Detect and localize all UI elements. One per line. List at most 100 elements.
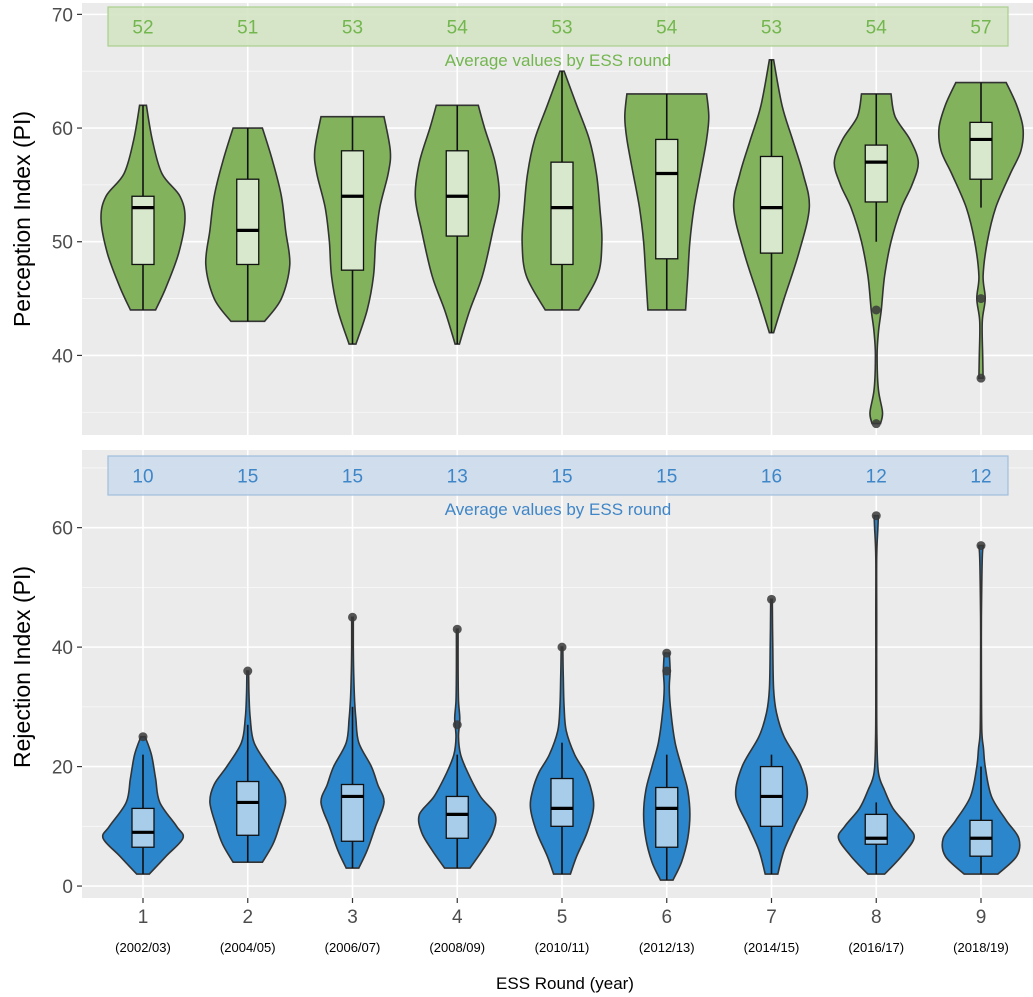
violin-group-round-8 (833, 93, 920, 429)
violin-group-round-5 (529, 642, 595, 875)
iqr-box (445, 150, 469, 237)
average-value-label: 12 (970, 467, 991, 488)
x-tick-year-label: (2016/17) (848, 940, 904, 955)
average-value-label: 53 (551, 18, 572, 39)
x-axis-title: ESS Round (year) (496, 974, 634, 993)
average-value-label: 13 (447, 467, 468, 488)
x-tick-label: 1 (138, 907, 149, 928)
average-value-label: 51 (237, 18, 258, 39)
x-tick-year-label: (2008/09) (429, 940, 485, 955)
violin-group-round-4 (417, 624, 497, 869)
average-value-label: 15 (342, 467, 363, 488)
average-value-label: 53 (342, 18, 363, 39)
average-value-label: 57 (970, 18, 991, 39)
x-tick-label: 7 (766, 907, 777, 928)
y-tick-label: 60 (52, 519, 73, 540)
violin-group-round-2 (204, 127, 291, 323)
x-axis: 1 (2002/03) 2 (2004/05) 3 (2006/07) 4 (2008/09)… (115, 898, 1009, 955)
perception-panel: 40 50 60 70 52 51 53 54 53 54 53 54 57 Average values… (52, 3, 1033, 435)
iqr-box (864, 144, 888, 203)
violin-group-round-6 (642, 648, 691, 881)
violin-group-round-6 (623, 93, 710, 311)
iqr-box (236, 780, 260, 836)
x-tick-label: 6 (661, 907, 672, 928)
outlier-point (348, 612, 357, 622)
iqr-box (969, 121, 993, 180)
y-tick-label: 70 (52, 5, 73, 26)
x-tick-label: 3 (347, 907, 358, 928)
iqr-box (340, 783, 365, 842)
average-value-label: 16 (761, 467, 782, 488)
y-tick-label: 0 (62, 877, 73, 898)
average-value-label: 54 (866, 18, 888, 39)
y-tick-label: 40 (52, 638, 73, 659)
iqr-box (131, 807, 155, 848)
outlier-point (138, 732, 148, 742)
y-tick-label: 20 (52, 758, 73, 779)
averages-caption: Average values by ESS round (445, 51, 672, 70)
violin-group-round-8 (837, 511, 915, 875)
violin-group-round-9 (941, 541, 1021, 875)
iqr-box (759, 155, 784, 254)
violin-shape (833, 93, 920, 425)
averages-banner (107, 6, 1009, 47)
iqr-box (236, 178, 260, 266)
outlier-point (976, 294, 986, 304)
violin-group-round-7 (734, 594, 809, 875)
average-value-label: 53 (761, 18, 782, 39)
x-tick-year-label: (2002/03) (115, 940, 171, 955)
y-tick-label: 40 (52, 346, 73, 367)
x-tick-year-label: (2004/05) (220, 940, 276, 955)
x-tick-label: 8 (871, 907, 882, 928)
violin-group-round-9 (937, 81, 1025, 383)
iqr-box (550, 161, 574, 266)
violin-group-round-3 (313, 115, 392, 345)
violin-group-round-4 (414, 104, 501, 345)
outlier-point (871, 511, 881, 521)
outlier-point (662, 648, 672, 658)
x-tick-year-label: (2010/11) (535, 940, 590, 955)
outlier-point (662, 666, 672, 676)
average-value-label: 15 (551, 467, 572, 488)
x-tick-label: 5 (557, 907, 568, 928)
outlier-point (452, 624, 462, 634)
x-tick-label: 2 (242, 907, 253, 928)
average-value-label: 15 (237, 467, 258, 488)
y-tick-label: 60 (52, 119, 73, 140)
x-tick-label: 4 (452, 907, 463, 928)
average-value-label: 15 (656, 467, 677, 488)
perception-y-axis-title: Perception Index (PI) (9, 111, 35, 327)
outlier-point (243, 666, 253, 676)
y-tick-label: 50 (52, 233, 73, 254)
iqr-box (655, 786, 679, 848)
average-value-label: 12 (866, 467, 887, 488)
x-tick-label: 9 (976, 907, 987, 928)
outlier-point (452, 720, 462, 730)
iqr-box (655, 138, 679, 260)
iqr-box (445, 795, 469, 839)
iqr-box (340, 150, 365, 271)
outlier-point (767, 594, 776, 604)
iqr-box (131, 195, 155, 266)
outlier-point (976, 541, 986, 551)
rejection-y-axis-title: Rejection Index (PI) (9, 566, 35, 768)
x-tick-year-label: (2014/15) (744, 940, 800, 955)
outlier-point (871, 305, 881, 315)
average-value-label: 10 (132, 467, 153, 488)
violin-group-round-5 (521, 70, 603, 311)
averages-caption: Average values by ESS round (445, 500, 672, 519)
x-tick-year-label: (2018/19) (953, 940, 1009, 955)
x-tick-year-label: (2006/07) (325, 940, 381, 955)
rejection-panel: 0 20 40 60 10 15 15 13 15 15 16 12 12 Average values … (52, 450, 1033, 898)
averages-banner (107, 455, 1009, 496)
average-value-label: 54 (656, 18, 678, 39)
violin-group-round-3 (320, 612, 385, 869)
outlier-point (871, 419, 881, 429)
average-value-label: 52 (132, 18, 153, 39)
violin-group-round-2 (209, 666, 287, 863)
violin-group-round-1 (100, 104, 186, 311)
outlier-point (976, 373, 986, 383)
average-value-label: 54 (447, 18, 469, 39)
violin-group-round-1 (101, 732, 185, 875)
